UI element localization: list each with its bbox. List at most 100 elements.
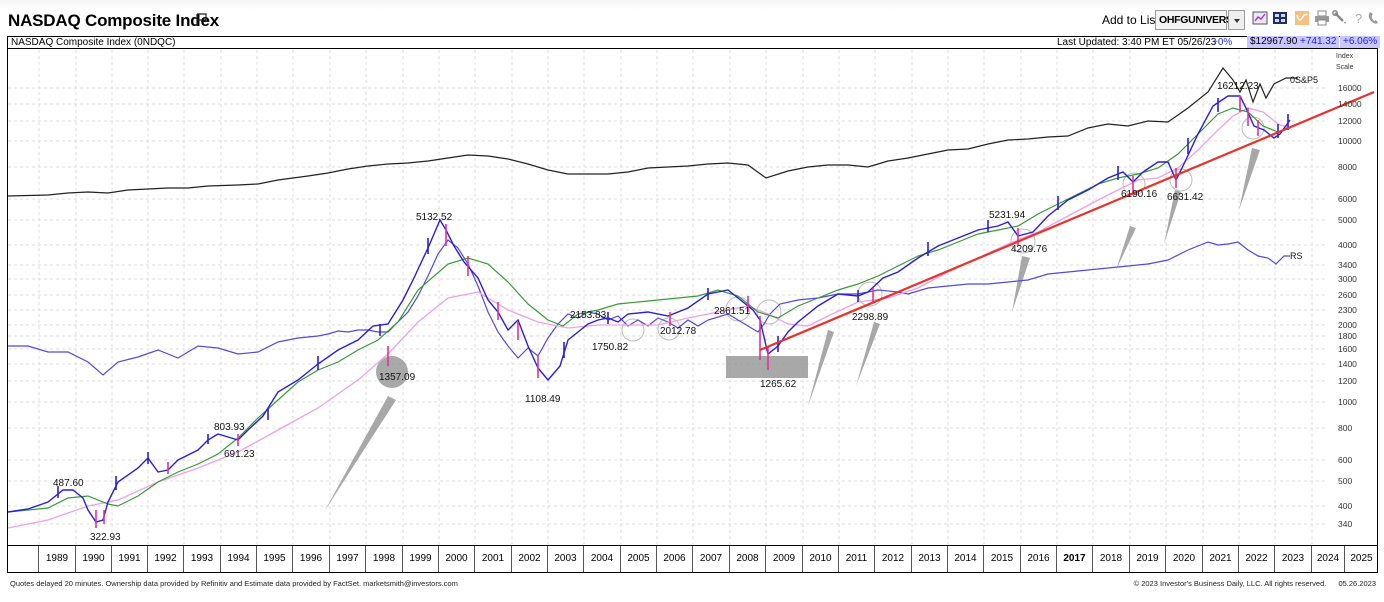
help-icon[interactable]: ? (1351, 10, 1367, 26)
price-bars (8, 95, 1291, 528)
add-to-list-label: Add to List: (1102, 13, 1163, 27)
x-label: 2012 (874, 546, 911, 572)
svg-text:487.60: 487.60 (53, 478, 84, 489)
chart-style-icon[interactable] (1252, 10, 1268, 26)
svg-text:4000: 4000 (1338, 240, 1357, 250)
x-label: 1989 (38, 546, 75, 572)
svg-text:2012.78: 2012.78 (660, 326, 697, 337)
x-label: 2001 (474, 546, 511, 572)
footer-disclaimer: Quotes delayed 20 minutes. Ownership dat… (10, 579, 458, 588)
svg-text:2300: 2300 (1338, 305, 1357, 315)
x-axis: 1989 1990 1991 1992 1993 1994 1995 1996 … (7, 545, 1378, 573)
sp500-line (8, 66, 1298, 197)
svg-text:803.93: 803.93 (214, 422, 245, 433)
ma-long-line (8, 107, 1291, 529)
footer-copyright: © 2023 Investor's Business Daily, LLC. A… (1124, 579, 1376, 588)
x-label: 2014 (947, 546, 983, 572)
svg-text:5132.52: 5132.52 (416, 212, 453, 223)
svg-text:600: 600 (1338, 455, 1352, 465)
rs-line (8, 239, 1290, 376)
sp500-label: 0S&P5 (1290, 75, 1318, 85)
x-label: 1999 (402, 546, 438, 572)
print-icon[interactable] (1314, 10, 1330, 26)
y-axis: Index Scale 16000 14000 12000 10000 8000… (1336, 53, 1362, 529)
support-highlights (324, 148, 1260, 512)
svg-text:691.23: 691.23 (224, 449, 255, 460)
page-title: NASDAQ Composite Index (8, 11, 219, 30)
x-label: 2016 (1020, 546, 1056, 572)
x-label: 1990 (75, 546, 111, 572)
x-label: 1997 (329, 546, 365, 572)
x-label: 2006 (656, 546, 692, 572)
x-label: 2019 (1129, 546, 1165, 572)
x-label: 2017 (1056, 546, 1092, 572)
x-label: 2009 (765, 546, 802, 572)
list-dropdown-button[interactable] (1228, 10, 1245, 30)
svg-text:500: 500 (1338, 476, 1352, 486)
footer-date: 05.26.2023 (1338, 579, 1376, 588)
svg-text:1108.49: 1108.49 (525, 394, 561, 405)
svg-text:340: 340 (1338, 519, 1352, 529)
x-label: 2005 (620, 546, 656, 572)
svg-text:2600: 2600 (1338, 290, 1357, 300)
x-label: 1995 (256, 546, 292, 572)
x-label: 2010 (802, 546, 838, 572)
rs-label: RS (1290, 251, 1303, 261)
svg-text:1400: 1400 (1338, 359, 1357, 369)
x-label: 1994 (220, 546, 256, 572)
svg-text:12000: 12000 (1338, 116, 1362, 126)
svg-text:1000: 1000 (1338, 397, 1357, 407)
svg-text:2298.89: 2298.89 (852, 312, 889, 323)
svg-text:1200: 1200 (1338, 376, 1357, 386)
x-label: 2008 (729, 546, 765, 572)
x-label: 1998 (365, 546, 402, 572)
x-label: 2015 (983, 546, 1020, 572)
svg-text:6190.16: 6190.16 (1121, 189, 1158, 200)
uptrend-line (759, 90, 1375, 352)
svg-text:1357.09: 1357.09 (379, 372, 416, 383)
layout-grid-icon[interactable] (1272, 10, 1288, 26)
phone-icon[interactable] (1366, 10, 1382, 26)
svg-text:400: 400 (1338, 501, 1352, 511)
grid-lines (8, 50, 1326, 544)
svg-text:10000: 10000 (1338, 136, 1362, 146)
price-change-pct: +6.06% (1340, 36, 1381, 48)
x-label: 2021 (1202, 546, 1238, 572)
svg-text:14000: 14000 (1338, 99, 1362, 109)
list-select[interactable]: OHFGUNIVERSE (1155, 10, 1240, 30)
svg-text:4209.76: 4209.76 (1011, 244, 1048, 255)
x-label: 2022 (1238, 546, 1274, 572)
x-label: 1992 (147, 546, 183, 572)
svg-text:Scale: Scale (1336, 64, 1354, 71)
svg-text:1600: 1600 (1338, 344, 1357, 354)
svg-text:2000: 2000 (1338, 320, 1357, 330)
svg-text:1750.82: 1750.82 (592, 342, 629, 353)
x-label: 2000 (438, 546, 474, 572)
svg-text:1265.62: 1265.62 (760, 379, 797, 390)
x-label: 1996 (292, 546, 329, 572)
x-label: 2013 (911, 546, 947, 572)
x-label: 2004 (583, 546, 620, 572)
svg-text:3400: 3400 (1338, 260, 1357, 270)
svg-text:5231.94: 5231.94 (989, 210, 1026, 221)
price-change: +741.32 (1297, 36, 1340, 48)
current-price: $12967.90 (1247, 36, 1301, 48)
flag-icon[interactable] (196, 13, 208, 27)
base-circles (621, 116, 1265, 342)
x-label: 2007 (692, 546, 729, 572)
svg-text:3000: 3000 (1338, 274, 1357, 284)
ma-short-line (8, 107, 1291, 513)
x-label: 2024 (1311, 546, 1344, 572)
svg-text:2153.83: 2153.83 (570, 310, 607, 321)
svg-text:800: 800 (1338, 423, 1352, 433)
svg-text:6631.42: 6631.42 (1167, 192, 1204, 203)
pct-zero: +0% (1212, 37, 1233, 48)
x-label: 2003 (547, 546, 583, 572)
pattern-recognition-icon[interactable] (1294, 10, 1310, 26)
wrench-icon[interactable] (1332, 10, 1348, 26)
x-label: 2023 (1274, 546, 1311, 572)
last-updated: Last Updated: 3:40 PM ET 05/26/23 (1057, 37, 1217, 48)
price-chart[interactable]: 0S&P5 RS 487.60 322.93 (8, 50, 1378, 544)
top-toolbar (0, 0, 1384, 34)
x-label: 2002 (511, 546, 547, 572)
